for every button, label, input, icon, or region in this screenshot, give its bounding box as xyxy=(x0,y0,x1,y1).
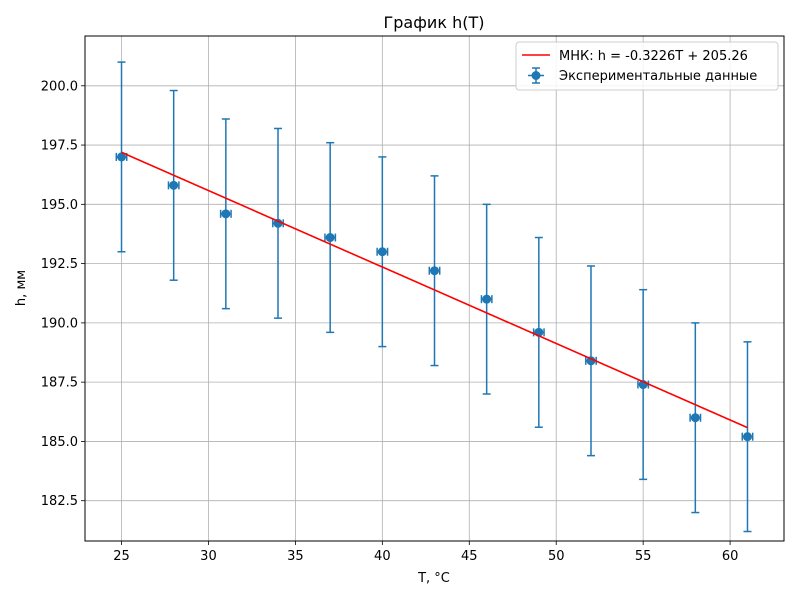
y-tick-label: 185.0 xyxy=(41,435,78,450)
x-tick-label: 35 xyxy=(287,549,304,564)
point-marker xyxy=(221,209,231,219)
x-tick-label: 55 xyxy=(635,549,652,564)
errorbar-series xyxy=(115,61,754,533)
data-point xyxy=(428,175,441,367)
point-marker xyxy=(377,247,387,257)
legend-box xyxy=(515,41,779,91)
y-tick-label: 182.5 xyxy=(41,494,78,509)
legend-label-fit: МНК: h = -0.3226T + 205.26 xyxy=(559,49,748,64)
point-marker xyxy=(690,413,700,423)
y-tick-label: 200.0 xyxy=(41,79,78,94)
point-marker xyxy=(325,233,335,243)
x-tick-label: 50 xyxy=(548,549,565,564)
data-point xyxy=(219,118,232,310)
point-marker xyxy=(742,432,752,442)
y-axis: 182.5 185.0 187.5 190.0 192.5 195.0 197.5 200.0 xyxy=(41,79,85,509)
data-point xyxy=(689,322,702,514)
fit-line xyxy=(121,151,748,429)
data-point xyxy=(480,203,493,395)
x-axis: 25 30 35 40 45 50 55 60 xyxy=(113,541,738,564)
y-tick-label: 195.0 xyxy=(41,198,78,213)
point-marker xyxy=(482,294,492,304)
series-layer xyxy=(115,61,754,533)
data-point xyxy=(167,89,180,281)
legend-label-data: Экспериментальные данные xyxy=(559,69,757,84)
data-point xyxy=(741,341,754,533)
x-tick-label: 30 xyxy=(200,549,217,564)
legend-errorbar-swatch xyxy=(528,67,544,84)
y-tick-label: 192.5 xyxy=(41,257,78,272)
point-marker xyxy=(169,180,179,190)
data-point xyxy=(324,141,337,334)
point-marker xyxy=(117,152,127,162)
legend: МНК: h = -0.3226T + 205.26 Экспериментал… xyxy=(515,41,779,91)
point-marker xyxy=(430,266,439,276)
data-point xyxy=(376,156,389,348)
x-tick-label: 45 xyxy=(461,549,478,564)
y-tick-label: 187.5 xyxy=(41,376,78,391)
y-tick-label: 190.0 xyxy=(41,316,78,331)
x-tick-label: 25 xyxy=(113,549,130,564)
plot-frame xyxy=(84,35,785,542)
chart-title: График h(T) xyxy=(384,13,485,32)
data-point xyxy=(637,288,650,481)
y-tick-label: 197.5 xyxy=(41,139,78,154)
y-axis-label: h, мм xyxy=(14,270,29,306)
x-axis-label: T, °C xyxy=(417,571,450,586)
x-tick-label: 60 xyxy=(722,549,739,564)
x-tick-label: 40 xyxy=(374,549,391,564)
point-marker xyxy=(273,218,283,228)
data-point xyxy=(115,61,128,253)
